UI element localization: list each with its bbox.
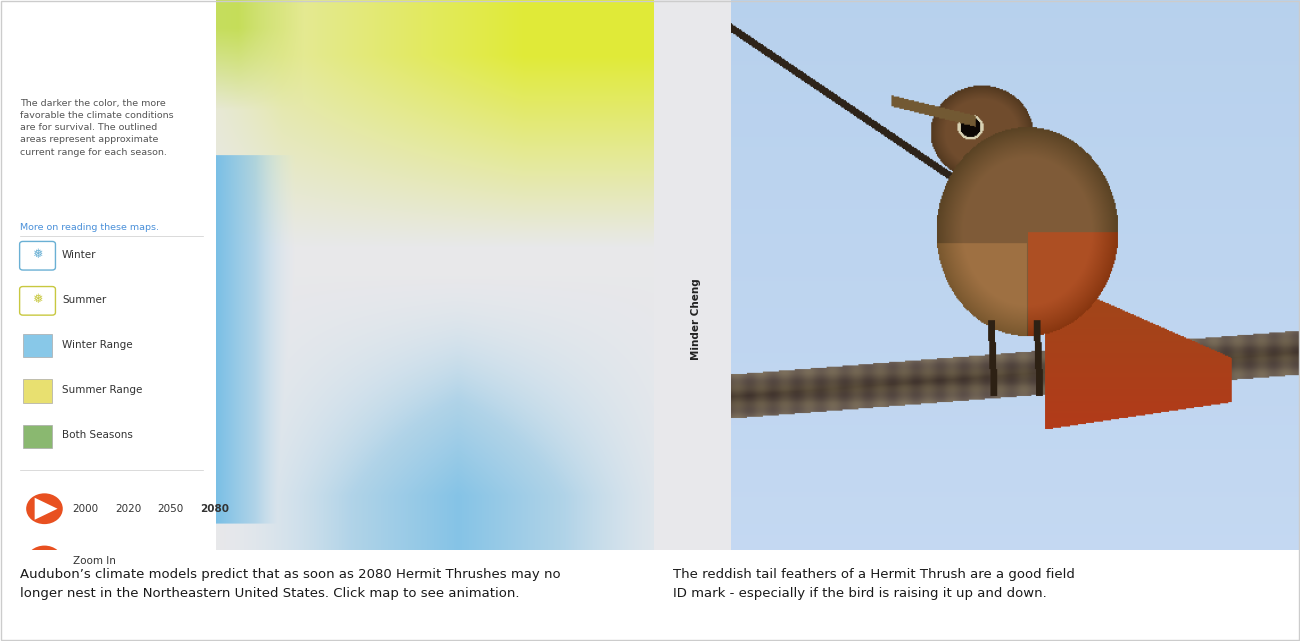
Text: More on reading these maps.: More on reading these maps.: [20, 222, 159, 232]
Text: The darker the color, the more
favorable the climate conditions
are for survival: The darker the color, the more favorable…: [20, 99, 173, 156]
Text: ❅: ❅: [32, 293, 43, 306]
FancyBboxPatch shape: [23, 424, 52, 447]
FancyBboxPatch shape: [654, 0, 732, 550]
Text: Summer Range: Summer Range: [62, 385, 143, 395]
Circle shape: [26, 494, 62, 524]
Text: ❅: ❅: [32, 248, 43, 261]
Text: Audubon’s climate models predict that as soon as 2080 Hermit Thrushes may no
lon: Audubon’s climate models predict that as…: [20, 568, 560, 600]
FancyBboxPatch shape: [23, 335, 52, 358]
Text: Winter: Winter: [62, 249, 96, 260]
FancyBboxPatch shape: [23, 379, 52, 403]
Text: 2000: 2000: [73, 504, 99, 513]
Text: Summer: Summer: [62, 295, 107, 304]
Text: Minder Cheng: Minder Cheng: [690, 278, 701, 360]
Polygon shape: [35, 497, 57, 520]
Text: Winter Range: Winter Range: [62, 340, 133, 350]
Text: 2080: 2080: [200, 504, 229, 513]
Text: Both Seasons: Both Seasons: [62, 430, 133, 440]
Text: Zoom In: Zoom In: [73, 556, 116, 566]
Text: 2050: 2050: [157, 504, 183, 513]
Text: 2020: 2020: [116, 504, 142, 513]
Text: The reddish tail feathers of a Hermit Thrush are a good field
ID mark - especial: The reddish tail feathers of a Hermit Th…: [673, 568, 1075, 600]
Text: 🔍: 🔍: [42, 556, 47, 566]
Circle shape: [26, 545, 62, 576]
